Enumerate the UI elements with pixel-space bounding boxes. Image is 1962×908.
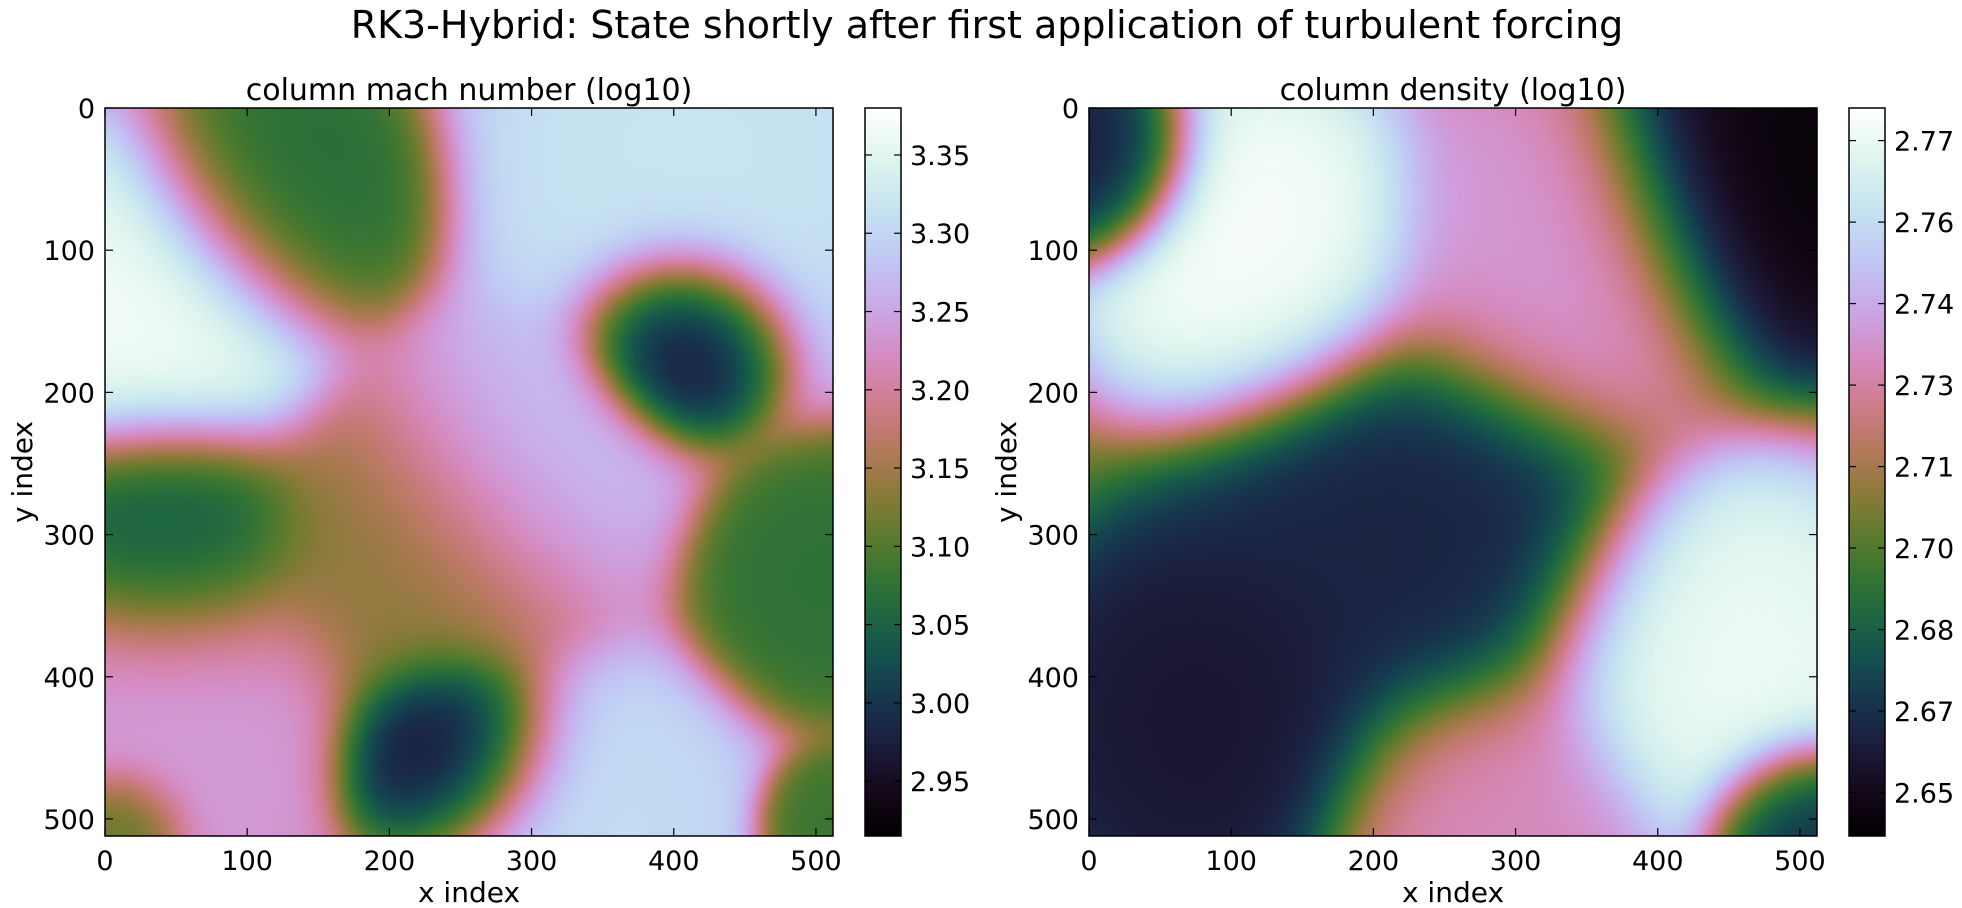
colorbar-frame-density <box>1848 107 1886 837</box>
colorbar-tick-label: 3.10 <box>910 532 970 563</box>
x-tick-label: 100 <box>1205 846 1257 877</box>
y-axis-label-density: y index <box>990 421 1023 523</box>
y-tick-label: 200 <box>43 378 95 409</box>
colorbar-tick-label: 3.05 <box>910 611 970 642</box>
colorbar-tick-label: 3.15 <box>910 454 970 485</box>
x-tick-label: 200 <box>364 846 416 877</box>
colorbar-frame-mach <box>864 107 902 837</box>
colorbar-tick-label: 3.35 <box>910 141 970 172</box>
x-tick-label: 400 <box>648 846 700 877</box>
plot-title-mach: column mach number (log10) <box>246 73 693 108</box>
colorbar-tick-label: 2.70 <box>1894 534 1954 565</box>
y-tick-label: 300 <box>1027 521 1079 552</box>
y-tick-label: 200 <box>1027 378 1079 409</box>
colorbar-tick-label: 3.20 <box>910 376 970 407</box>
x-tick-label: 300 <box>1490 846 1542 877</box>
colorbar-tick-label: 3.25 <box>910 298 970 329</box>
x-tick-label: 500 <box>790 846 842 877</box>
figure-title: RK3-Hybrid: State shortly after first ap… <box>351 3 1624 47</box>
x-tick-label: 0 <box>96 846 113 877</box>
colorbar-tick-label: 2.77 <box>1894 127 1954 158</box>
colorbar-tick-label: 2.76 <box>1894 208 1954 239</box>
plot-title-density: column density (log10) <box>1280 73 1627 108</box>
x-axis-label-mach: x index <box>418 876 520 908</box>
colorbar-tick-label: 2.74 <box>1894 290 1954 321</box>
y-tick-label: 0 <box>78 94 95 125</box>
y-tick-label: 400 <box>1027 663 1079 694</box>
panel-mach-number: column mach number (log10) 0 100 200 300 400… <box>6 73 970 908</box>
colorbar-density <box>1849 108 1885 836</box>
y-tick-label: 500 <box>1027 805 1079 836</box>
y-axis-label-mach: y index <box>6 421 39 523</box>
colorbar-ticks-density: 2.65 2.67 2.68 2.70 2.71 2.73 2.74 2.76 2.77 <box>1849 127 1954 810</box>
y-tick-label: 300 <box>43 521 95 552</box>
plot-frame-density <box>1088 107 1818 837</box>
plot-frame-mach <box>104 107 834 837</box>
y-tick-label: 500 <box>43 805 95 836</box>
x-tick-label: 400 <box>1632 846 1684 877</box>
colorbar-tick-label: 3.30 <box>910 219 970 250</box>
y-tick-label: 100 <box>1027 236 1079 267</box>
colorbar-tick-label: 2.67 <box>1894 697 1954 728</box>
colorbar-tick-label: 2.65 <box>1894 779 1954 810</box>
heatmap-mach-number <box>105 108 833 836</box>
y-tick-label: 400 <box>43 663 95 694</box>
x-axis-label-density: x index <box>1402 876 1504 908</box>
colorbar-tick-label: 3.00 <box>910 689 970 720</box>
x-tick-label: 0 <box>1080 846 1097 877</box>
colorbar-ticks-mach: 2.95 3.00 3.05 3.10 3.15 3.20 3.25 3.30 3.35 <box>865 141 970 798</box>
y-tick-label: 100 <box>43 236 95 267</box>
x-tick-label: 300 <box>506 846 558 877</box>
x-tick-label: 100 <box>221 846 273 877</box>
colorbar-mach-number <box>865 108 901 836</box>
colorbar-tick-label: 2.71 <box>1894 453 1954 484</box>
y-tick-label: 0 <box>1062 94 1079 125</box>
colorbar-tick-label: 2.68 <box>1894 616 1954 647</box>
panel-density: column density (log10) 0 100 200 300 400 5000… <box>990 73 1954 908</box>
colorbar-tick-label: 2.73 <box>1894 371 1954 402</box>
x-tick-label: 500 <box>1774 846 1826 877</box>
x-tick-label: 200 <box>1348 846 1400 877</box>
colorbar-tick-label: 2.95 <box>910 767 970 798</box>
heatmap-density <box>1089 108 1817 836</box>
